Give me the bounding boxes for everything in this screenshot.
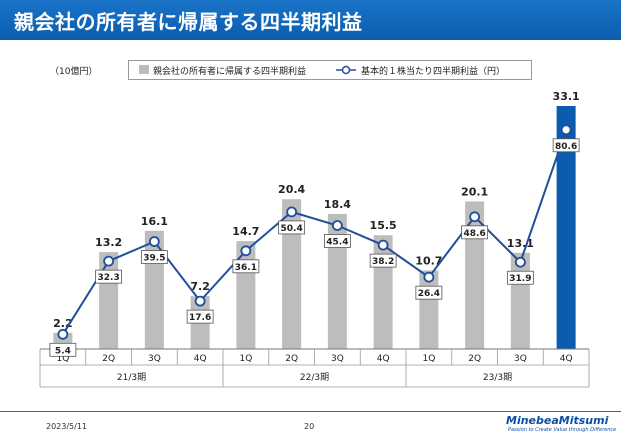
eps-point-3 <box>194 295 206 307</box>
eps-point-9 <box>469 211 481 223</box>
legend-bar-swatch <box>139 65 149 74</box>
legend-line-swatch <box>336 65 356 75</box>
eps-label-box-2 <box>140 250 168 264</box>
page-number: 20 <box>304 422 315 431</box>
eps-point-6 <box>331 220 343 231</box>
page-title: 親会社の所有者に帰属する四半期利益 <box>14 10 363 34</box>
eps-label-box-7 <box>369 253 397 268</box>
eps-label-box-8 <box>415 285 443 300</box>
chart-legend: 親会社の所有者に帰属する四半期利益 基本的１株当たり四半期利益（円） <box>128 60 532 80</box>
x-tick-label-0: 1Q <box>56 354 69 364</box>
footer-date: 2023/5/11 <box>46 422 88 431</box>
eps-label-box-11 <box>552 138 580 153</box>
eps-point-8 <box>423 271 435 283</box>
group-label-2: 23/3期 <box>483 372 512 383</box>
bar-2 <box>144 230 164 349</box>
bar-value-label-6: 18.4 <box>324 198 351 211</box>
group-label-0: 21/3期 <box>117 372 146 383</box>
eps-value-label-0: 5.4 <box>55 346 71 356</box>
eps-value-label-10: 31.9 <box>509 274 531 284</box>
legend-bar-label: 親会社の所有者に帰属する四半期利益 <box>153 67 307 77</box>
x-tick-label-9: 2Q <box>468 354 481 364</box>
bar-value-label-2: 16.1 <box>141 215 168 228</box>
logo-wordmark: MinebeaMitsumi <box>506 414 609 427</box>
eps-point-2 <box>148 236 160 247</box>
x-tick-label-11: 4Q <box>560 354 573 364</box>
eps-label-box-5 <box>278 220 306 235</box>
bar-5 <box>282 199 302 349</box>
x-tick-label-8: 1Q <box>422 354 435 364</box>
eps-value-label-4: 36.1 <box>235 263 257 273</box>
x-tick-label-7: 4Q <box>377 354 390 364</box>
x-tick-label-6: 3Q <box>331 354 344 364</box>
bar-value-label-5: 20.4 <box>278 183 305 196</box>
x-tick-label-2: 3Q <box>148 354 161 364</box>
footer-divider <box>0 411 621 412</box>
eps-label-box-9 <box>461 225 489 240</box>
eps-label-box-0 <box>49 342 77 357</box>
bar-value-label-10: 13.1 <box>507 237 534 250</box>
chart-area: 2.213.216.17.214.720.418.415.510.720.113… <box>39 90 590 388</box>
eps-value-label-2: 39.5 <box>143 254 165 264</box>
eps-value-label-11: 80.6 <box>555 142 577 152</box>
x-tick-label-1: 2Q <box>102 354 115 364</box>
eps-point-7 <box>377 239 389 251</box>
x-tick-label-4: 1Q <box>239 354 252 364</box>
bar-value-label-1: 13.2 <box>95 236 122 249</box>
eps-value-label-8: 26.4 <box>418 289 440 299</box>
eps-value-label-3: 17.6 <box>189 313 211 323</box>
eps-label-box-3 <box>186 309 214 324</box>
bar-7 <box>373 235 393 349</box>
bar-value-label-11: 33.1 <box>553 90 580 103</box>
logo-tagline: Passion to Create Value through Differen… <box>508 427 617 433</box>
bar-1 <box>99 252 119 349</box>
company-logo: MinebeaMitsumi Passion to Create Value t… <box>506 414 616 436</box>
x-tick-label-10: 3Q <box>514 354 527 364</box>
bar-11 <box>556 106 576 349</box>
eps-value-label-7: 38.2 <box>372 257 394 267</box>
title-bar: 親会社の所有者に帰属する四半期利益 <box>0 0 621 40</box>
eps-point-0 <box>57 328 69 340</box>
legend-line-label: 基本的１株当たり四半期利益（円） <box>361 67 506 77</box>
eps-value-label-5: 50.4 <box>281 224 303 234</box>
eps-point-1 <box>103 255 115 267</box>
bar-value-label-3: 7.2 <box>190 280 210 293</box>
eps-point-5 <box>286 206 298 218</box>
eps-line <box>62 129 568 335</box>
bar-value-label-9: 20.1 <box>461 185 488 198</box>
eps-point-11 <box>560 124 572 136</box>
x-tick-label-5: 2Q <box>285 354 298 364</box>
eps-value-label-9: 48.6 <box>464 229 486 239</box>
eps-value-label-6: 45.4 <box>326 238 348 248</box>
group-label-1: 22/3期 <box>300 372 329 383</box>
bar-value-label-7: 15.5 <box>370 219 397 232</box>
eps-point-10 <box>514 256 526 268</box>
bar-value-label-8: 10.7 <box>415 254 442 267</box>
eps-point-4 <box>240 245 252 257</box>
eps-label-box-6 <box>323 234 351 248</box>
bar-value-label-4: 14.7 <box>232 225 259 238</box>
eps-label-box-1 <box>95 269 123 284</box>
unit-label: （10億円） <box>50 67 98 77</box>
eps-label-box-4 <box>232 259 260 274</box>
eps-value-label-1: 32.3 <box>98 273 120 283</box>
eps-label-box-10 <box>506 270 534 285</box>
x-tick-label-3: 4Q <box>194 354 207 364</box>
